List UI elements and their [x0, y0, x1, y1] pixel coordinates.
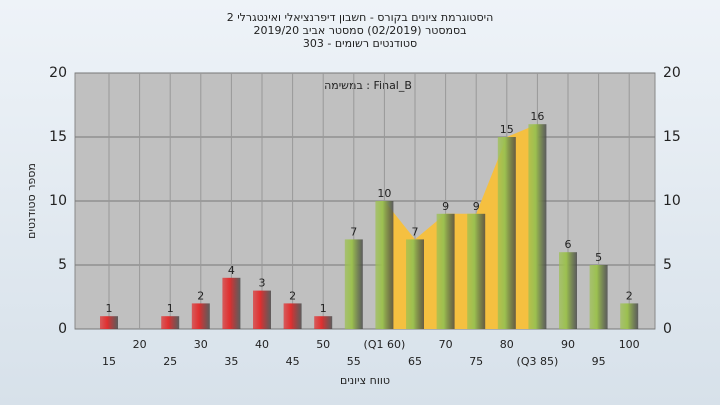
bar	[436, 213, 455, 329]
bar	[283, 303, 302, 329]
x-tick-label: (Q3 85)	[517, 355, 559, 368]
bar	[589, 265, 608, 329]
x-tick-label: 95	[592, 355, 606, 368]
data-label: 2	[289, 289, 296, 302]
y-tick-label: 0	[58, 321, 67, 337]
data-label: 3	[259, 277, 266, 290]
bar	[467, 213, 486, 329]
bar	[100, 316, 118, 329]
x-tick-label: 15	[102, 355, 116, 368]
x-tick-label: (Q1 60)	[364, 338, 406, 351]
bar	[375, 201, 394, 329]
y-tick-label: 15	[49, 129, 67, 145]
x-tick-label: 55	[347, 355, 361, 368]
bar	[559, 252, 577, 329]
data-label: 7	[350, 225, 357, 238]
y-tick-label: 5	[58, 257, 67, 273]
data-label: 6	[565, 238, 572, 251]
bar	[222, 277, 241, 329]
x-axis-label: טווח ציונים	[340, 374, 390, 387]
x-tick-label: 70	[439, 338, 453, 351]
data-label: 9	[473, 200, 480, 213]
x-tick-label: 25	[163, 355, 177, 368]
data-label: 15	[500, 123, 514, 136]
annotation: במשימה : Final_B	[324, 79, 412, 92]
y-tick-label: 10	[49, 193, 67, 209]
y-tick-label: 15	[663, 129, 681, 145]
x-tick-label: 100	[619, 338, 640, 351]
x-tick-label: 35	[224, 355, 238, 368]
bar	[497, 137, 516, 329]
bar	[314, 316, 333, 329]
bar	[620, 303, 639, 329]
chart-title: היסטוגרמת ציונים בקורס - חשבון דיפרנציאל…	[227, 11, 494, 24]
data-label: 1	[320, 302, 327, 315]
x-tick-label: 80	[500, 338, 514, 351]
data-label: 5	[595, 251, 602, 264]
data-label: 1	[167, 302, 174, 315]
chart-subtitle: בסמסטר (02/2019) סמסטר אביב 2019/20	[253, 24, 466, 37]
y-tick-label: 10	[663, 193, 681, 209]
data-label: 2	[626, 289, 633, 302]
bar	[161, 316, 180, 329]
y-tick-label: 20	[663, 65, 681, 81]
x-tick-label: 40	[255, 338, 269, 351]
y-axis-label: מספר סטודנטים	[25, 163, 38, 239]
bar	[406, 239, 424, 329]
y-tick-label: 5	[663, 257, 672, 273]
x-tick-label: 45	[286, 355, 300, 368]
x-tick-label: 75	[469, 355, 483, 368]
x-tick-label: 65	[408, 355, 422, 368]
data-label: 16	[530, 110, 544, 123]
data-label: 4	[228, 264, 235, 277]
x-tick-label: 90	[561, 338, 575, 351]
y-tick-label: 0	[663, 321, 672, 337]
data-label: 9	[442, 200, 449, 213]
bar	[253, 290, 271, 329]
x-tick-label: 30	[194, 338, 208, 351]
chart-subtitle: סטודנטים רשומים - 303	[303, 37, 417, 50]
y-tick-label: 20	[49, 65, 67, 81]
bar	[191, 303, 210, 329]
data-label: 2	[197, 289, 204, 302]
data-label: 10	[377, 187, 391, 200]
x-tick-label: 50	[316, 338, 330, 351]
bar	[528, 124, 547, 329]
data-label: 1	[106, 302, 113, 315]
x-tick-label: 20	[133, 338, 147, 351]
data-label: 7	[412, 225, 419, 238]
bar	[344, 239, 363, 329]
